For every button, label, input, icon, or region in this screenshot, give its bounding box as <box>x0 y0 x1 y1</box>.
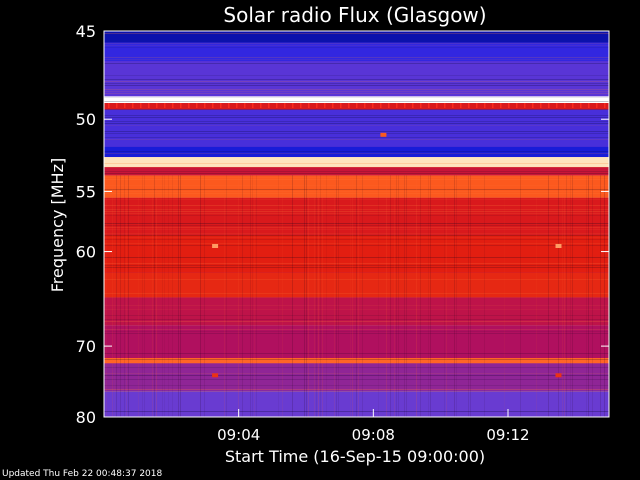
plot-area <box>103 30 610 418</box>
y-tick-label: 80 <box>76 408 96 427</box>
x-tick-label: 09:04 <box>217 426 260 444</box>
frequency-band <box>104 358 609 364</box>
frequency-band <box>104 175 609 198</box>
plot-frame <box>103 30 610 418</box>
frequency-band <box>104 272 609 298</box>
frequency-band <box>104 197 609 235</box>
frequency-band <box>104 325 609 359</box>
frequency-band <box>104 146 609 158</box>
frequency-band <box>104 157 609 167</box>
y-tick-label: 50 <box>76 110 96 129</box>
y-axis-label: Frequency [MHz] <box>48 158 67 292</box>
y-axis: 45 50 55 60 70 80 <box>76 22 609 427</box>
frequency-band <box>104 61 609 97</box>
radio-burst <box>555 373 562 378</box>
x-axis: 09:04 09:08 09:12 <box>217 409 530 444</box>
radio-burst <box>380 132 387 137</box>
frequency-band <box>104 42 609 62</box>
frequency-band <box>104 363 609 391</box>
frequency-band <box>104 297 609 326</box>
y-tick-label: 55 <box>76 182 96 201</box>
frequency-band <box>104 96 609 104</box>
frequency-band <box>104 234 609 273</box>
x-tick-label: 09:12 <box>486 426 529 444</box>
updated-timestamp: Updated Thu Feb 22 00:48:37 2018 <box>2 469 163 479</box>
frequency-band <box>104 109 609 147</box>
x-axis-label: Start Time (16-Sep-15 09:00:00) <box>225 447 485 466</box>
frequency-band <box>104 31 609 43</box>
y-tick-label: 60 <box>76 243 96 262</box>
radio-burst <box>555 244 562 248</box>
frequency-band <box>104 390 609 417</box>
spectral-texture <box>104 33 609 418</box>
frequency-band <box>104 166 609 176</box>
radio-burst <box>212 244 219 248</box>
radio-burst <box>212 373 219 378</box>
chart-title: Solar radio Flux (Glasgow) <box>223 3 486 27</box>
x-tick-label: 09:08 <box>352 426 395 444</box>
y-tick-label: 45 <box>76 22 96 41</box>
y-tick-label: 70 <box>76 337 96 356</box>
